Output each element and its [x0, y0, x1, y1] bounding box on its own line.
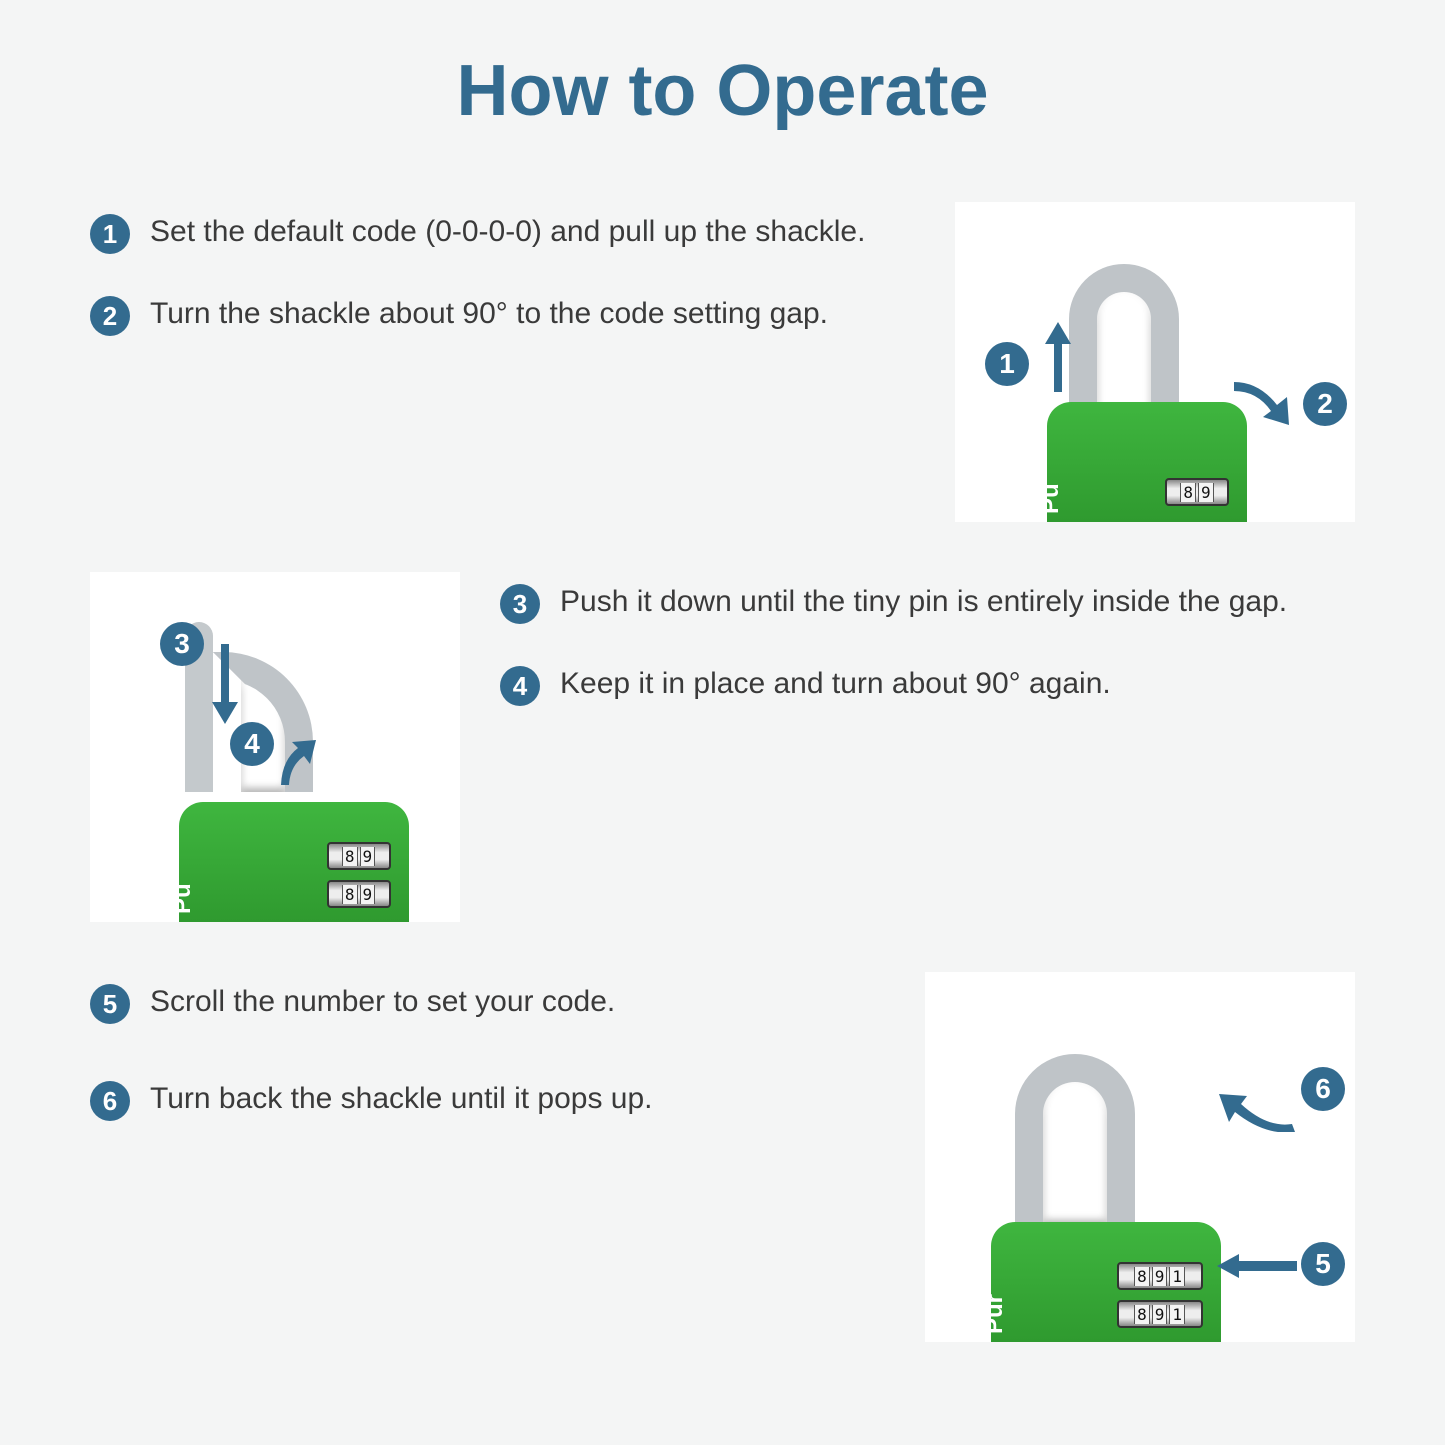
lock-brand-2: Pu: [179, 883, 197, 914]
dial-digit: 9: [360, 885, 376, 904]
dial-digit: 1: [1169, 1305, 1185, 1324]
dial-digit: 9: [1198, 483, 1214, 502]
arrow-left-icon: [1217, 1254, 1297, 1278]
step-1: 1 Set the default code (0-0-0-0) and pul…: [90, 212, 915, 254]
steps-block-2: 3 Push it down until the tiny pin is ent…: [500, 572, 1355, 706]
dial-digit: 9: [1152, 1267, 1168, 1286]
callout-1: 1: [985, 342, 1029, 386]
dial-digit: 9: [360, 847, 376, 866]
dial-digit: 1: [1169, 1267, 1185, 1286]
callout-2: 2: [1303, 382, 1347, 426]
steps-block-1: 1 Set the default code (0-0-0-0) and pul…: [90, 202, 915, 336]
page-title: How to Operate: [90, 50, 1355, 132]
lock-brand-3: Pur: [991, 1294, 1009, 1334]
illustration-2: Pu 8 9 8 9 3 4: [90, 572, 460, 922]
step-text-6: Turn back the shackle until it pops up.: [150, 1079, 653, 1120]
callout-5: 5: [1301, 1242, 1345, 1286]
dial-digit: 8: [342, 885, 358, 904]
arrow-down-icon: [210, 644, 240, 724]
step-text-2: Turn the shackle about 90° to the code s…: [150, 294, 828, 335]
step-5: 5 Scroll the number to set your code.: [90, 982, 885, 1024]
step-badge-3: 3: [500, 584, 540, 624]
step-badge-1: 1: [90, 214, 130, 254]
step-text-4: Keep it in place and turn about 90° agai…: [560, 664, 1111, 705]
illustration-1: Pu 8 9 1 2: [955, 202, 1355, 522]
arrow-curve-small-icon: [276, 740, 316, 790]
step-badge-2: 2: [90, 296, 130, 336]
dial-digit: 9: [1152, 1305, 1168, 1324]
step-3: 3 Push it down until the tiny pin is ent…: [500, 582, 1355, 624]
arrow-up-icon: [1043, 322, 1073, 392]
step-text-3: Push it down until the tiny pin is entir…: [560, 582, 1287, 623]
step-badge-4: 4: [500, 666, 540, 706]
illustration-3: Pur 8 9 1 8 9 1 6 5: [925, 972, 1355, 1342]
step-text-5: Scroll the number to set your code.: [150, 982, 615, 1023]
arrow-curve-up-icon: [1217, 1082, 1297, 1132]
callout-6: 6: [1301, 1067, 1345, 1111]
step-4: 4 Keep it in place and turn about 90° ag…: [500, 664, 1355, 706]
callout-4: 4: [230, 722, 274, 766]
arrow-curve-icon: [1229, 377, 1299, 427]
step-badge-5: 5: [90, 984, 130, 1024]
step-badge-6: 6: [90, 1081, 130, 1121]
dial-digit: 8: [1134, 1267, 1150, 1286]
section-2: Pu 8 9 8 9 3 4: [90, 572, 1355, 922]
steps-block-3: 5 Scroll the number to set your code. 6 …: [90, 972, 885, 1121]
callout-3: 3: [160, 622, 204, 666]
step-text-1: Set the default code (0-0-0-0) and pull …: [150, 212, 865, 253]
step-6: 6 Turn back the shackle until it pops up…: [90, 1079, 885, 1121]
page-container: How to Operate 1 Set the default code (0…: [0, 0, 1445, 1445]
dial-digit: 8: [342, 847, 358, 866]
step-2: 2 Turn the shackle about 90° to the code…: [90, 294, 915, 336]
dial-digit: 8: [1134, 1305, 1150, 1324]
section-3: 5 Scroll the number to set your code. 6 …: [90, 972, 1355, 1342]
lock-brand-1: Pu: [1047, 483, 1065, 514]
dial-digit: 8: [1180, 483, 1196, 502]
section-1: 1 Set the default code (0-0-0-0) and pul…: [90, 202, 1355, 522]
